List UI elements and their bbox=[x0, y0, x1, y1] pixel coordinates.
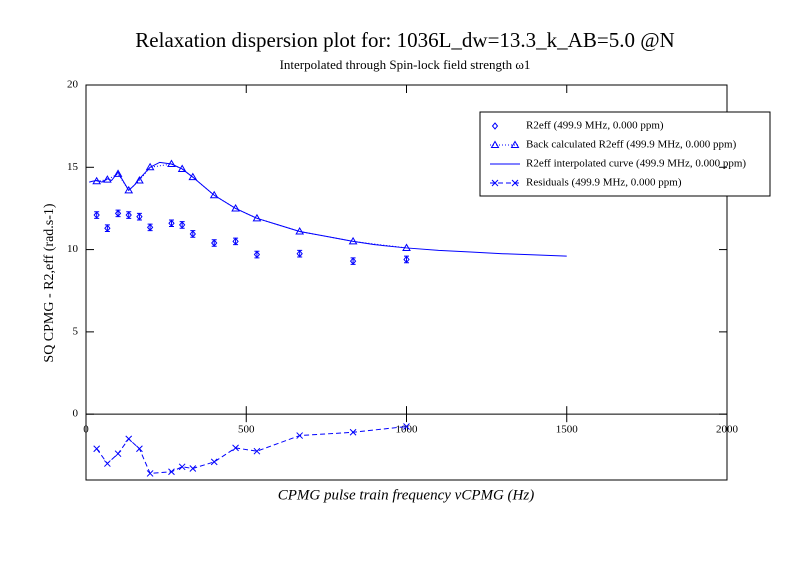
data-point bbox=[232, 444, 239, 452]
data-point bbox=[296, 249, 303, 258]
y-tick-label: 10 bbox=[67, 243, 79, 255]
y-tick-label: 5 bbox=[73, 325, 79, 337]
x-tick-label: 1500 bbox=[556, 424, 579, 436]
data-point bbox=[491, 179, 499, 187]
y-axis-label: SQ CPMG - R2,eff (rad.s-1) bbox=[42, 203, 57, 363]
legend-label: R2eff interpolated curve (499.9 MHz, 0.0… bbox=[526, 158, 746, 170]
data-point bbox=[93, 211, 100, 219]
x-tick-label: 1000 bbox=[396, 424, 419, 436]
series-line bbox=[96, 163, 407, 249]
data-point bbox=[114, 450, 122, 458]
data-point bbox=[125, 211, 132, 219]
data-point bbox=[136, 445, 143, 453]
y-tick-label: 20 bbox=[67, 79, 79, 91]
data-point bbox=[104, 224, 111, 232]
data-point bbox=[189, 230, 196, 238]
x-tick-label: 2000 bbox=[716, 424, 739, 436]
data-point bbox=[511, 179, 519, 187]
data-point bbox=[253, 250, 261, 259]
data-point bbox=[232, 237, 239, 246]
data-point bbox=[189, 465, 197, 472]
y-tick-label: 15 bbox=[67, 161, 79, 173]
data-point bbox=[349, 257, 357, 265]
data-point bbox=[136, 212, 143, 221]
data-point bbox=[124, 185, 134, 194]
series-line bbox=[89, 161, 567, 257]
data-point bbox=[403, 255, 410, 264]
legend-label: Back calculated R2eff (499.9 MHz, 0.000 … bbox=[526, 139, 737, 151]
legend-label: Residuals (499.9 MHz, 0.000 ppm) bbox=[526, 177, 682, 189]
data-point bbox=[210, 458, 218, 466]
data-point bbox=[211, 239, 218, 247]
data-point bbox=[349, 428, 357, 436]
legend-box bbox=[479, 111, 771, 197]
data-point bbox=[296, 432, 304, 439]
data-point bbox=[490, 140, 500, 148]
chart-title: Relaxation dispersion plot for: 1036L_dw… bbox=[135, 28, 674, 52]
data-point bbox=[510, 140, 520, 148]
data-point bbox=[104, 460, 111, 467]
x-tick-label: 0 bbox=[83, 424, 89, 436]
legend-label: R2eff (499.9 MHz, 0.000 ppm) bbox=[526, 120, 664, 132]
data-point bbox=[253, 447, 261, 455]
x-axis-label: CPMG pulse train frequency νCPMG (Hz) bbox=[278, 487, 534, 503]
data-point bbox=[135, 175, 144, 184]
data-point bbox=[188, 172, 198, 181]
x-tick-label: 500 bbox=[238, 424, 255, 436]
data-point bbox=[125, 435, 133, 443]
series-line bbox=[96, 426, 407, 474]
data-point bbox=[168, 219, 175, 228]
data-point bbox=[168, 468, 175, 476]
data-point bbox=[146, 223, 154, 232]
data-point bbox=[403, 423, 410, 430]
chart-subtitle: Interpolated through Spin-lock field str… bbox=[280, 57, 531, 72]
data-point bbox=[114, 209, 122, 218]
y-tick-label: 0 bbox=[73, 408, 79, 420]
data-point bbox=[491, 122, 499, 130]
data-point bbox=[209, 190, 219, 199]
data-point bbox=[113, 169, 123, 177]
data-point bbox=[178, 463, 186, 471]
data-point bbox=[146, 470, 154, 477]
data-point bbox=[93, 445, 101, 453]
data-point bbox=[178, 221, 186, 229]
